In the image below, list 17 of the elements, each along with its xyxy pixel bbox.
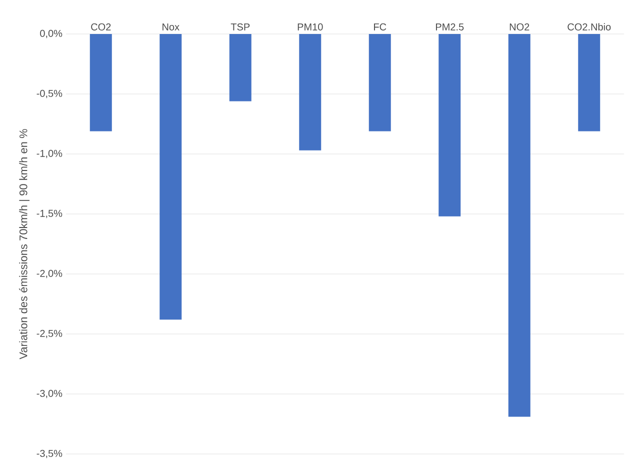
y-tick-label: -2,0% [36,270,62,278]
x-tick-label: CO2.Nbio [568,23,611,30]
y-tick-label: 0,0% [40,30,62,38]
x-tick-label: PM2.5 [436,23,464,30]
x-tick-label: CO2 [91,23,111,30]
y-tick-label: -1,5% [36,210,62,218]
y-axis-title: Variation des émissions 70km/h | 90 km/h en % [19,129,30,360]
x-tick-label: NO2 [510,23,530,30]
y-tick-label: -3,0% [36,390,62,398]
x-tick-label: PM10 [298,23,323,30]
x-tick-label: Nox [162,23,180,30]
x-tick-label: FC [374,23,386,30]
y-tick-label: -3,5% [36,450,62,458]
x-tick-label: TSP [230,23,250,30]
y-tick-label: -0,5% [36,90,62,98]
y-tick-label: -1,0% [36,150,62,158]
y-tick-label: -2,5% [36,330,62,338]
